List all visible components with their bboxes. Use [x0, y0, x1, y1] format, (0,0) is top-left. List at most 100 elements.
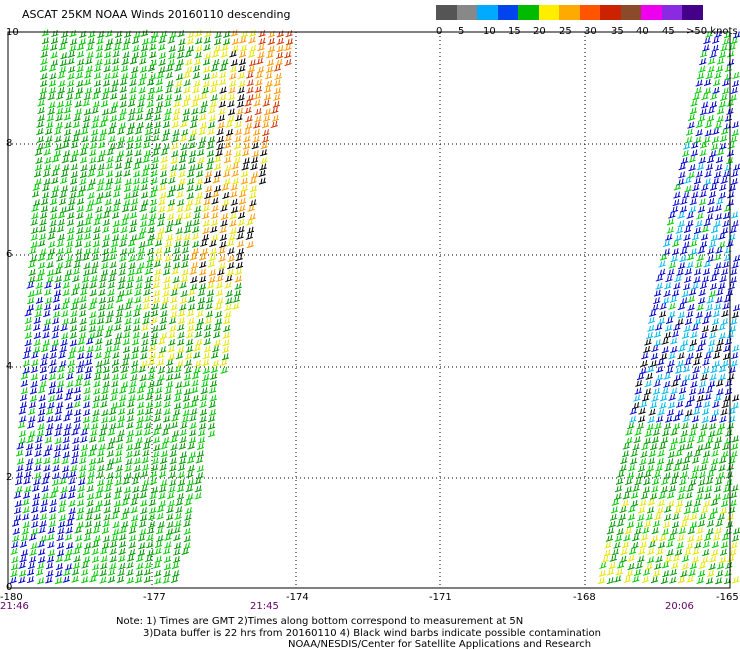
wind-barb: [603, 549, 611, 557]
wind-barb: [709, 555, 717, 563]
wind-barb: [702, 540, 710, 549]
wind-barb: [105, 463, 113, 471]
wind-barb: [702, 358, 710, 366]
wind-barb: [125, 436, 133, 444]
wind-barb: [230, 183, 238, 191]
wind-barb: [186, 199, 194, 207]
wind-barb: [163, 555, 172, 563]
wind-barb: [227, 247, 235, 255]
wind-barb: [690, 99, 698, 107]
wind-barb: [670, 528, 678, 536]
wind-barb: [118, 276, 126, 284]
wind-barb: [94, 491, 103, 499]
y-tick-label: 4: [6, 361, 13, 372]
wind-barb: [153, 414, 161, 422]
wind-barb: [176, 492, 185, 500]
wind-barb: [639, 499, 647, 507]
wind-barb: [722, 79, 730, 87]
wind-barb: [698, 562, 706, 570]
y-tick-label: 10: [6, 27, 19, 38]
wind-barb: [115, 464, 123, 472]
wind-barb: [158, 470, 167, 478]
wind-barb: [671, 248, 680, 256]
wind-barb: [632, 575, 640, 583]
wind-barb: [166, 373, 174, 381]
wind-barb: [632, 484, 640, 492]
wind-barb: [646, 331, 654, 339]
wind-barb: [92, 240, 100, 248]
wind-barb: [199, 415, 207, 423]
wind-barb: [140, 470, 148, 478]
wind-barb: [174, 388, 183, 396]
wind-barb: [141, 463, 149, 472]
wind-barb: [174, 64, 182, 72]
wind-barb: [83, 93, 91, 101]
wind-barb: [117, 415, 125, 423]
wind-barb: [22, 498, 30, 506]
wind-barb: [246, 241, 254, 249]
wind-barb: [37, 548, 46, 556]
wind-barb: [83, 372, 92, 380]
wind-barb: [59, 477, 67, 485]
wind-barb: [179, 436, 187, 444]
wind-barb: [686, 484, 694, 492]
wind-barb: [657, 317, 665, 325]
wind-barb: [89, 318, 97, 326]
wind-barb: [150, 464, 159, 472]
wind-barb: [34, 442, 43, 450]
wind-barb: [86, 485, 94, 493]
wind-barb: [148, 43, 157, 51]
wind-barb: [180, 275, 188, 283]
wind-barb: [655, 373, 663, 381]
wind-barb: [665, 366, 674, 374]
wind-barb: [668, 443, 677, 451]
wind-barb: [663, 248, 671, 256]
wind-barb: [676, 409, 684, 417]
wind-barb: [97, 141, 106, 149]
y-tick-label: 2: [6, 472, 13, 483]
wind-barb: [234, 120, 242, 129]
wind-barb: [137, 100, 145, 108]
wind-barb: [722, 170, 730, 178]
wind-barb: [722, 443, 730, 451]
wind-barb: [80, 428, 88, 436]
wind-barb: [64, 423, 72, 431]
wind-barb: [686, 253, 695, 261]
wind-barb: [79, 302, 87, 310]
wind-barb: [698, 430, 707, 438]
wind-barb: [701, 408, 710, 416]
wind-barb: [699, 464, 708, 472]
wind-barb: [159, 191, 167, 200]
wind-barb: [128, 262, 136, 270]
wind-barb: [10, 570, 18, 578]
wind-barb: [78, 471, 86, 479]
wind-barb: [677, 393, 685, 402]
wind-barb: [41, 44, 49, 52]
wind-barb: [199, 408, 208, 416]
wind-barb: [60, 52, 68, 60]
wind-barb: [224, 281, 232, 289]
wind-barb: [135, 113, 144, 121]
wind-barb: [27, 297, 35, 305]
wind-barb: [707, 198, 715, 206]
wind-barb: [708, 563, 716, 571]
wind-barb: [195, 456, 203, 464]
wind-barb: [682, 191, 690, 199]
wind-barb: [185, 220, 193, 228]
wind-barb: [119, 394, 127, 402]
wind-barb: [104, 43, 112, 52]
wind-barb: [209, 239, 217, 247]
wind-barb: [136, 554, 144, 562]
wind-barb: [77, 338, 85, 346]
wind-barb: [156, 534, 164, 542]
wind-barb: [698, 380, 707, 388]
wind-barb: [29, 247, 37, 255]
wind-barb: [107, 568, 116, 576]
wind-barb: [676, 318, 684, 326]
wind-barb: [223, 317, 231, 325]
wind-barb: [65, 526, 73, 534]
wind-barb: [206, 142, 214, 150]
wind-barb: [637, 506, 646, 514]
wind-barb: [221, 183, 229, 191]
wind-barb: [182, 409, 190, 417]
